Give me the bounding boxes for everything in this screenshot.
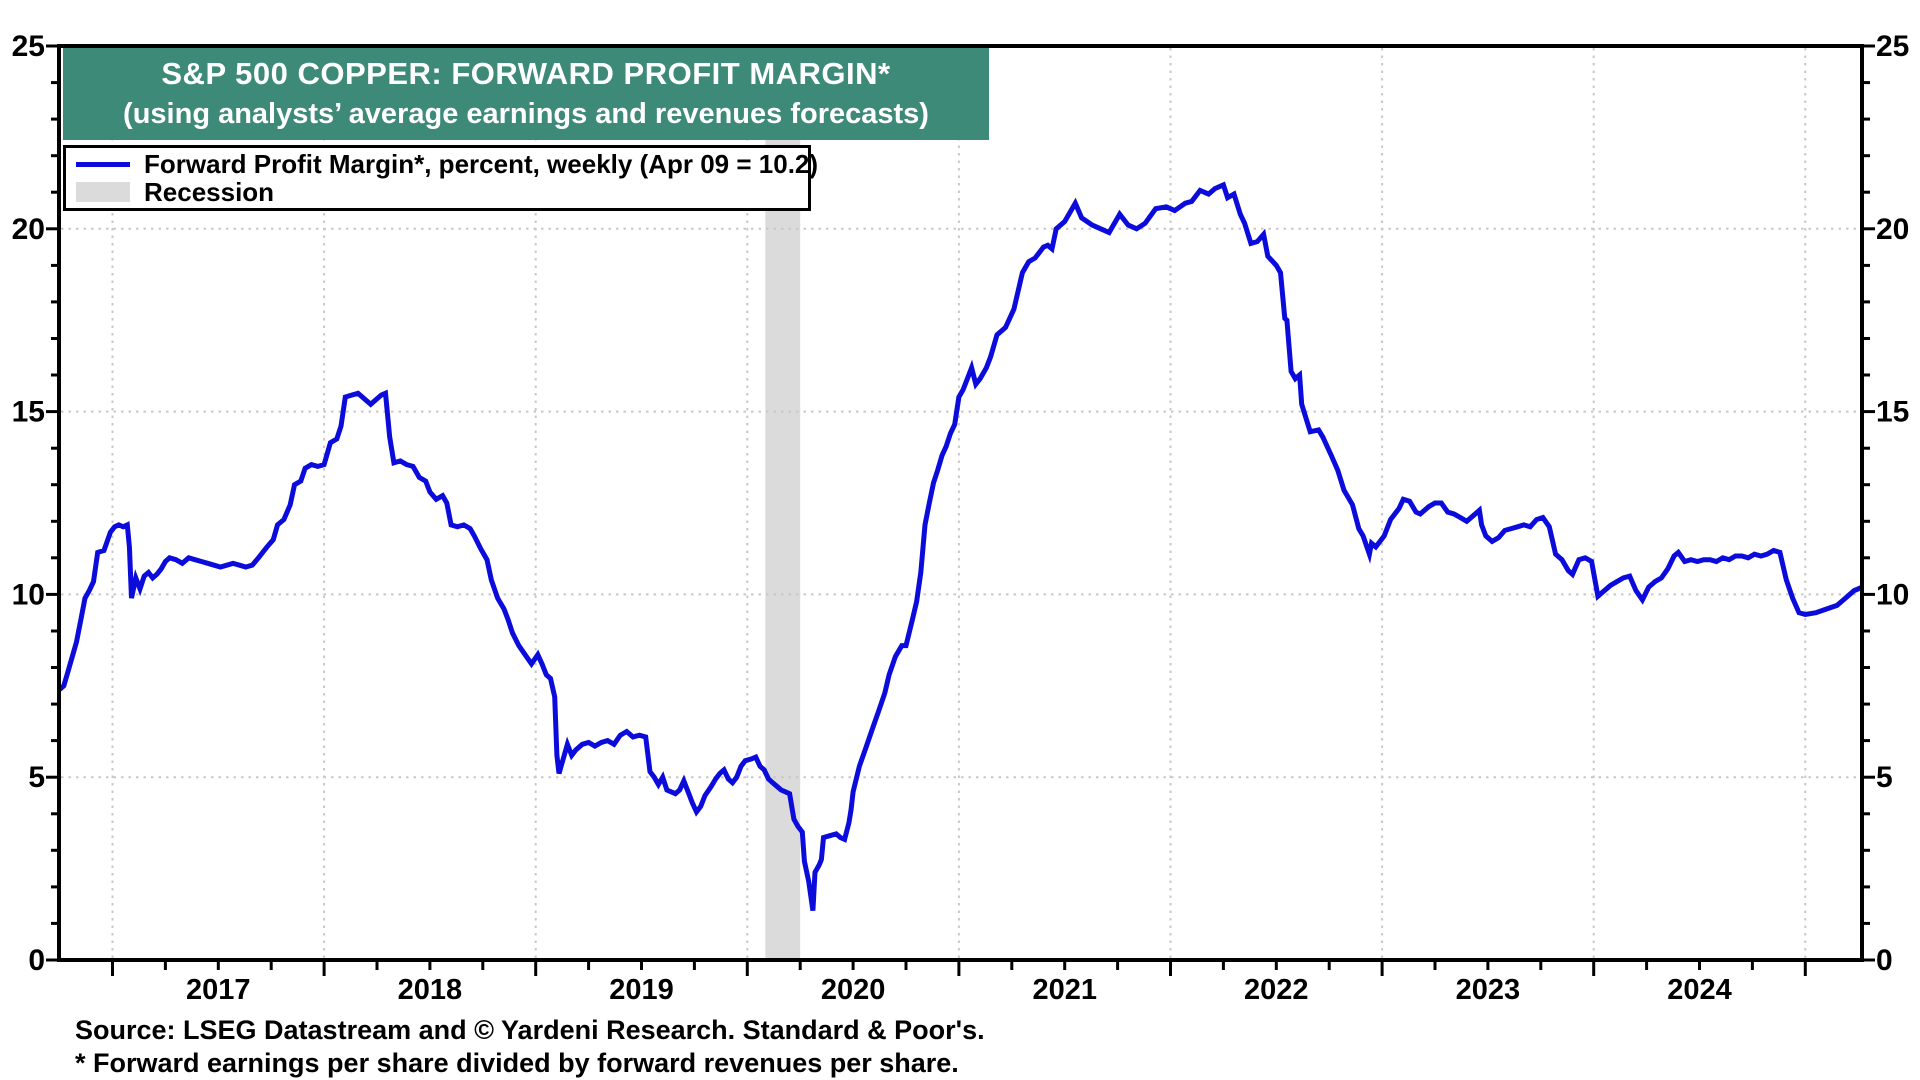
- source-line: Source: LSEG Datastream and © Yardeni Re…: [75, 1015, 985, 1045]
- legend-row-recession: Recession: [76, 178, 808, 206]
- y-axis-label-right: 0: [1876, 944, 1893, 977]
- chart-subtitle: (using analysts’ average earnings and re…: [123, 98, 929, 130]
- y-axis-label-right: 10: [1876, 578, 1909, 611]
- profit-margin-line: [57, 181, 1864, 911]
- recession-swatch-icon: [76, 182, 130, 202]
- x-axis-year-label: 2020: [821, 974, 886, 1006]
- footnote-line: * Forward earnings per share divided by …: [75, 1048, 959, 1078]
- legend-row-series: Forward Profit Margin*, percent, weekly …: [76, 150, 818, 178]
- y-axis-label-left: 25: [12, 30, 45, 63]
- x-axis-year-label: 2019: [609, 974, 674, 1006]
- x-axis-year-label: 2024: [1667, 974, 1732, 1006]
- axis-tick-layer: [46, 44, 1875, 976]
- y-axis-label-left: 10: [12, 578, 45, 611]
- y-axis-label-right: 5: [1876, 761, 1893, 794]
- chart-title: S&P 500 COPPER: FORWARD PROFIT MARGIN*: [161, 56, 891, 91]
- y-axis-label-left: 0: [28, 944, 45, 977]
- plot-border: [57, 44, 1864, 962]
- x-axis-year-label: 2018: [398, 974, 463, 1006]
- x-axis-year-label: 2023: [1456, 974, 1521, 1006]
- legend-box: Forward Profit Margin*, percent, weekly …: [63, 145, 818, 211]
- y-axis-label-left: 20: [12, 213, 45, 246]
- y-axis-label-left: 5: [28, 761, 45, 794]
- series-line-swatch-icon: [76, 161, 130, 167]
- x-axis-year-label: 2021: [1032, 974, 1097, 1006]
- recession-legend-label: Recession: [144, 177, 275, 207]
- y-axis-label-right: 25: [1876, 30, 1909, 63]
- y-axis-label-left: 15: [12, 396, 45, 429]
- x-axis-year-label: 2022: [1244, 974, 1309, 1006]
- y-axis-label-right: 15: [1876, 396, 1909, 429]
- chart-title-band: S&P 500 COPPER: FORWARD PROFIT MARGIN* (…: [63, 48, 989, 140]
- x-axis-year-label: 2017: [186, 974, 251, 1006]
- series-legend-label: Forward Profit Margin*, percent, weekly …: [144, 149, 819, 179]
- y-axis-label-right: 20: [1876, 213, 1909, 246]
- data-series-layer: [57, 181, 1864, 911]
- source-block: Source: LSEG Datastream and © Yardeni Re…: [75, 1014, 1475, 1080]
